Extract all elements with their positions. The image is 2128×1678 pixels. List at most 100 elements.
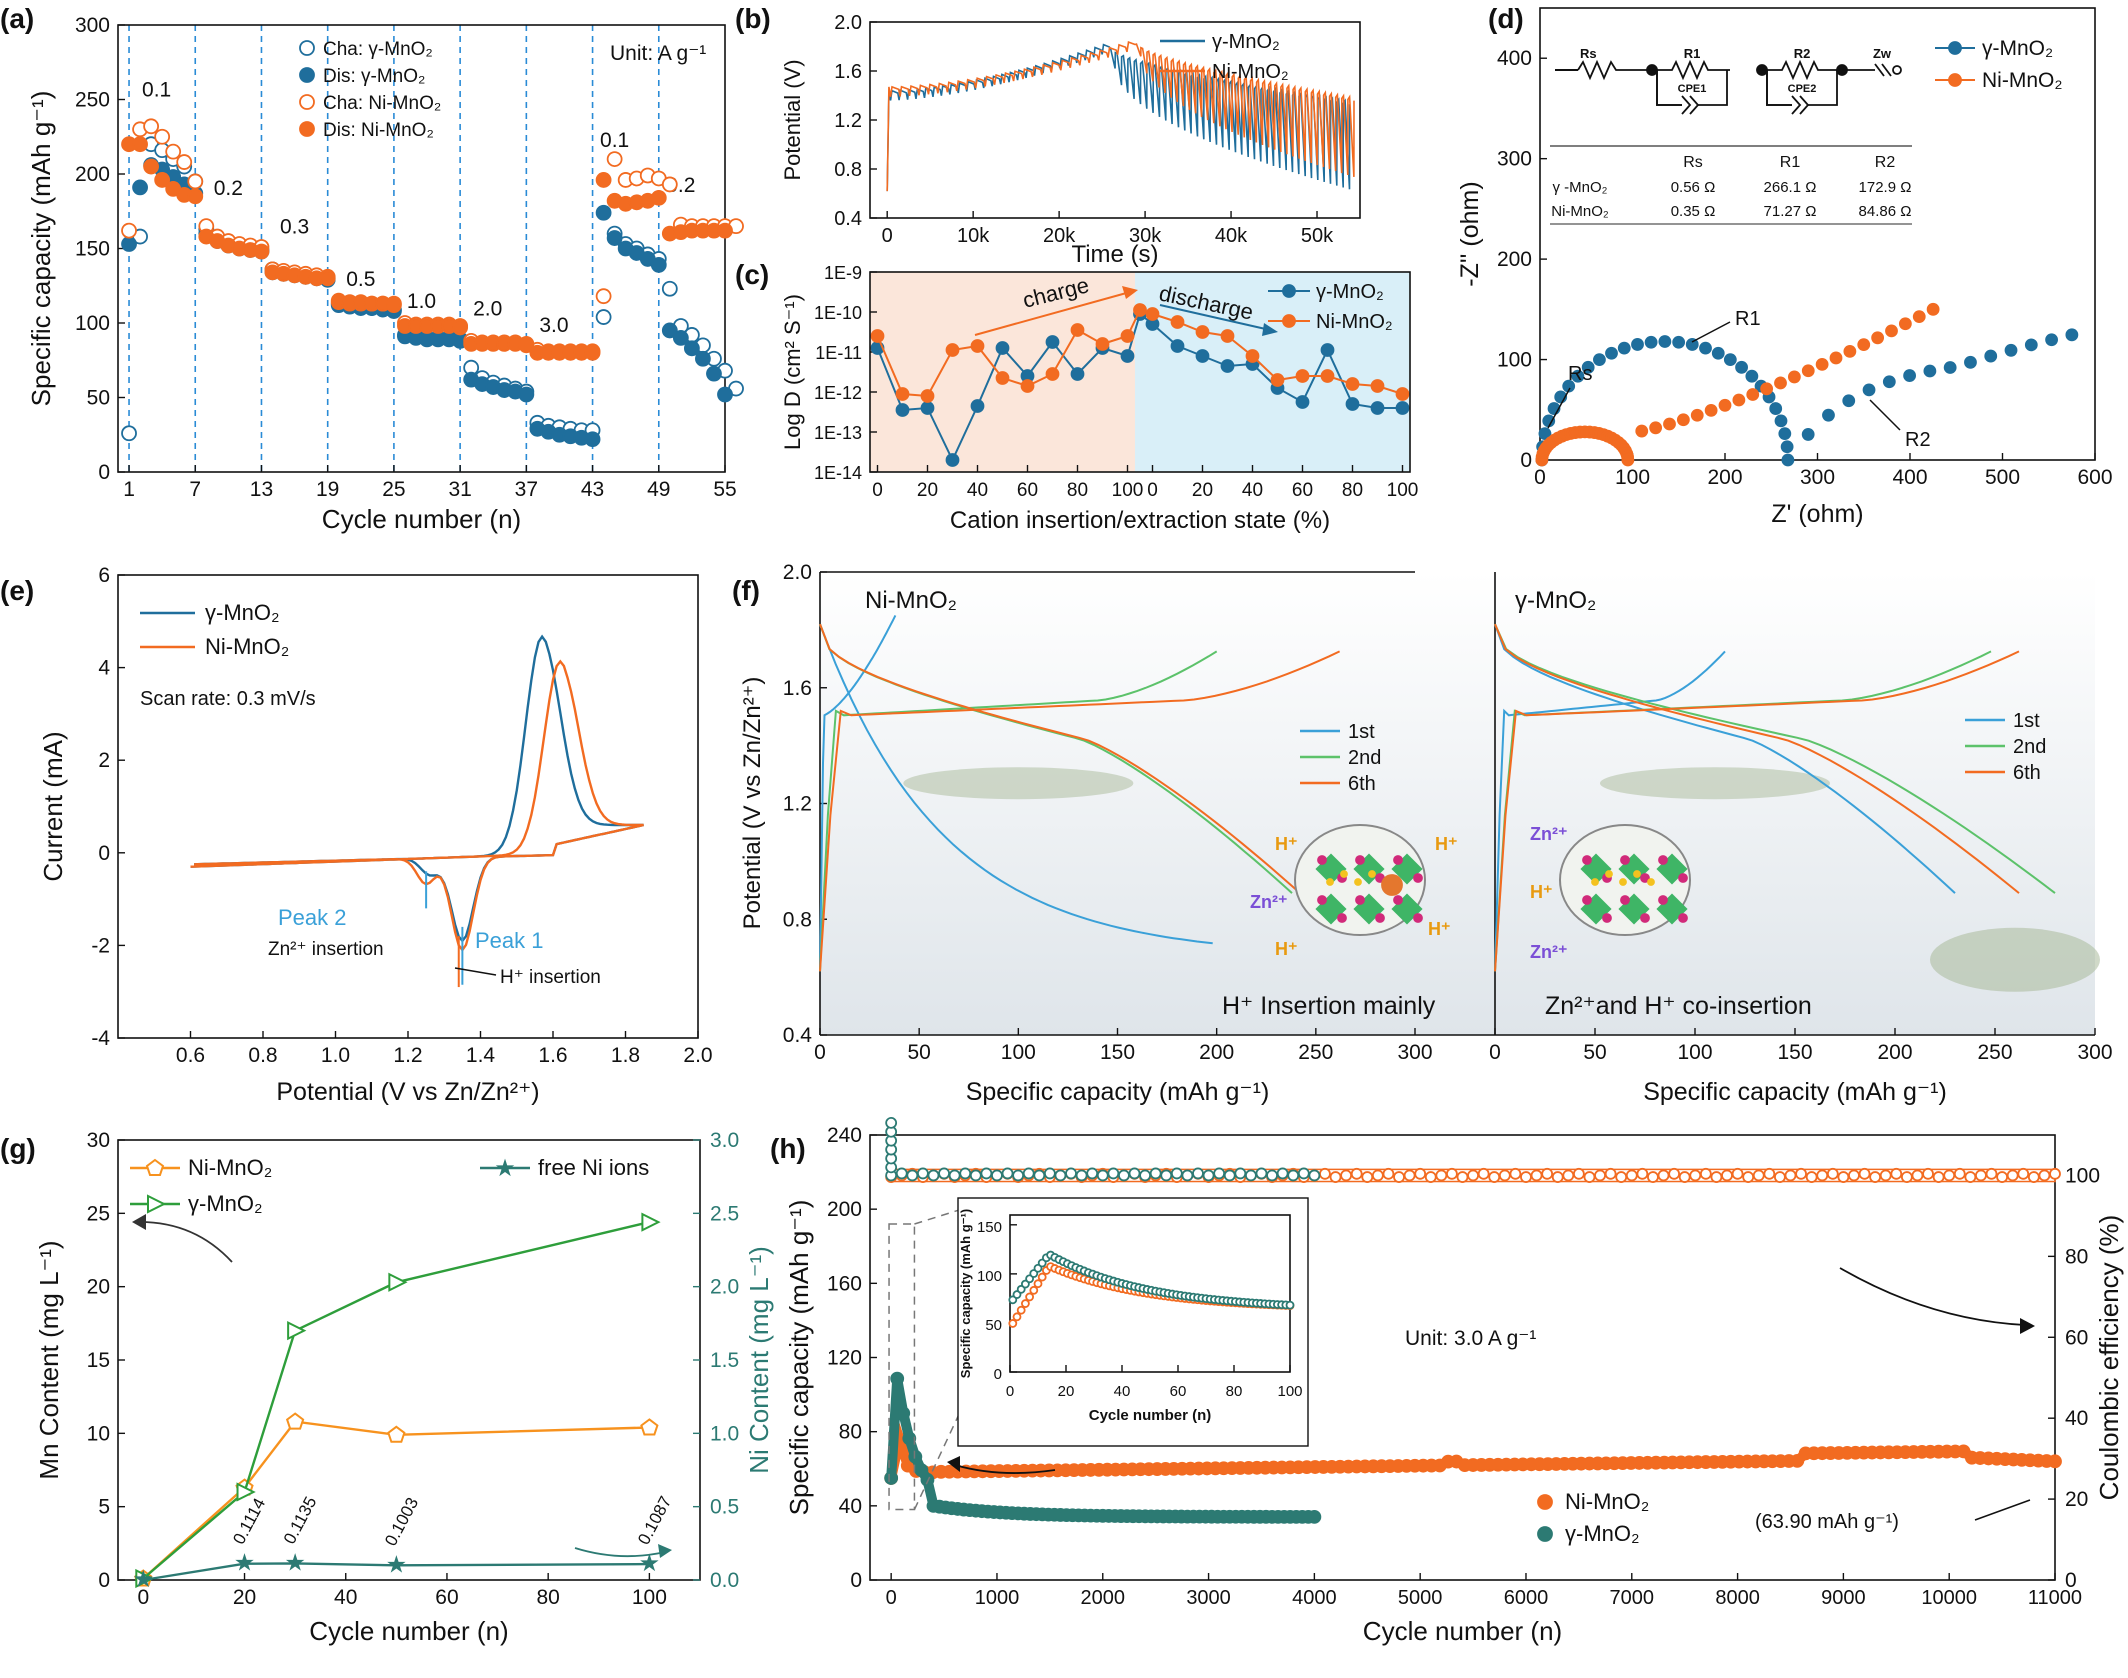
x-axis-title: Potential (V vs Zn/Zn²⁺) (276, 1078, 539, 1106)
x-tick-label: 1.0 (321, 1044, 350, 1067)
table-cell: 71.27 Ω (1764, 203, 1817, 220)
oxygen-atom (1337, 913, 1347, 923)
data-point (1984, 349, 1998, 363)
x-tick-label: 200 (1877, 1041, 1912, 1064)
data-point (1170, 315, 1185, 329)
x-axis-title: Cycle number (n) (322, 504, 521, 534)
data-point (1649, 421, 1663, 435)
legend-entry: γ-MnO₂ (205, 600, 280, 625)
x-tick-label: 500 (1985, 466, 2020, 489)
data-point (1718, 398, 1732, 412)
circuit-label: Rs (1580, 46, 1597, 61)
data-point (176, 154, 193, 170)
proton (1354, 878, 1362, 886)
data-point (1882, 375, 1896, 389)
ce-point (1287, 1169, 1300, 1182)
data-point (1787, 370, 1801, 384)
ce-point (948, 1169, 961, 1182)
data-point (121, 222, 137, 239)
ce-point (2006, 1169, 2019, 1182)
x-tick-label: 8000 (1715, 1587, 1760, 1609)
ce-point (1192, 1167, 1204, 1180)
capacity-band (886, 1419, 2056, 1480)
data-point (1658, 335, 1672, 348)
data-point (287, 1321, 307, 1341)
data-point (518, 337, 535, 354)
x-tick-label: 300 (1800, 466, 1835, 489)
ce-point (1890, 1167, 1903, 1180)
x-tick-label: 1.2 (393, 1044, 422, 1067)
data-point (1295, 395, 1310, 409)
ce-point (2049, 1167, 2061, 1180)
y-tick-label: 1E-11 (815, 343, 862, 363)
discharge-arrowhead (1262, 323, 1278, 336)
data-point (717, 222, 733, 239)
proton (1647, 878, 1655, 886)
ce-point (1054, 1169, 1067, 1182)
discharge-curve (1494, 623, 2020, 894)
subplot-title: Ni-MnO₂ (865, 587, 957, 614)
circuit-label: R1 (1684, 46, 1701, 61)
panel-label: (a) (0, 3, 34, 34)
ce-axis-arrowhead (2020, 1318, 2035, 1334)
y2-axis-title: Coulombic efficiency (%) (2094, 1215, 2124, 1501)
oxygen-atom (1355, 855, 1365, 865)
data-point (121, 425, 137, 442)
legend-entry: 6th (1348, 773, 1376, 795)
ce-point (1001, 1167, 1014, 1180)
table-cell: Ni-MnO₂ (1551, 203, 1609, 220)
x-tick-label: 49 (647, 478, 670, 501)
data-point (584, 431, 601, 448)
x-tick-label: 300 (1397, 1041, 1432, 1064)
panel-label: (h) (770, 1133, 806, 1164)
x-tick-label: 43 (581, 478, 604, 501)
y-tick-label: 30 (87, 1129, 110, 1152)
data-point (1195, 325, 1210, 339)
data-point (1862, 383, 1876, 397)
ce-point (1826, 1167, 1839, 1180)
legend-entry: γ-MnO₂ (188, 1191, 263, 1216)
data-point (236, 1482, 256, 1502)
y-tick-label: 200 (1497, 248, 1532, 271)
x-tick-label: 1.6 (538, 1044, 567, 1067)
ce-point (1446, 1167, 1458, 1180)
data-point (1631, 338, 1644, 351)
y-axis-title: Potential (V) (780, 59, 805, 180)
y-tick-label: 300 (1497, 148, 1532, 171)
y-tick-label: 5 (98, 1496, 110, 1519)
ce-point (1805, 1171, 1818, 1183)
legend-entry: 1st (2013, 710, 2040, 732)
data-point (132, 136, 148, 153)
charge-curve (819, 650, 1341, 972)
legend-entry: γ-MnO₂ (1565, 1521, 1640, 1546)
data-point (253, 243, 270, 260)
ce-point (1943, 1169, 1956, 1182)
legend-entry: Ni-MnO₂ (1565, 1489, 1649, 1514)
data-point (518, 386, 535, 403)
x-tick-label: 25 (382, 478, 405, 501)
x-tick-label: 100 (632, 1586, 667, 1609)
ce-point (938, 1167, 950, 1180)
y-tick-label: 4 (98, 657, 110, 680)
y-tick-label: 300 (75, 14, 110, 37)
ce-point (1350, 1167, 1363, 1180)
circuit-label: Zw (1873, 46, 1892, 61)
oxygen-atom (1658, 895, 1668, 905)
x-tick-label: 31 (448, 478, 471, 501)
proton (1368, 870, 1376, 878)
table-cell: γ -MnO₂ (1553, 179, 1608, 196)
ce-point (1932, 1171, 1945, 1183)
y-tick-label: 50 (985, 1317, 1002, 1334)
panel-f-background (820, 572, 2095, 1035)
charge-arrowhead (1122, 286, 1138, 299)
inset-y-title: Specific capacity (mAh g⁻¹) (958, 1209, 973, 1378)
ce-point (1689, 1169, 1702, 1182)
data-point (452, 319, 469, 336)
ce-point (1541, 1167, 1554, 1180)
legend-entry: free Ni ions (538, 1155, 649, 1180)
y-tick-label: 0.4 (783, 1024, 813, 1047)
x-tick-label: 40 (967, 480, 988, 501)
legend-entry: Ni-MnO₂ (188, 1155, 272, 1180)
ce-point (1647, 1171, 1659, 1183)
ce-point (2038, 1169, 2051, 1182)
